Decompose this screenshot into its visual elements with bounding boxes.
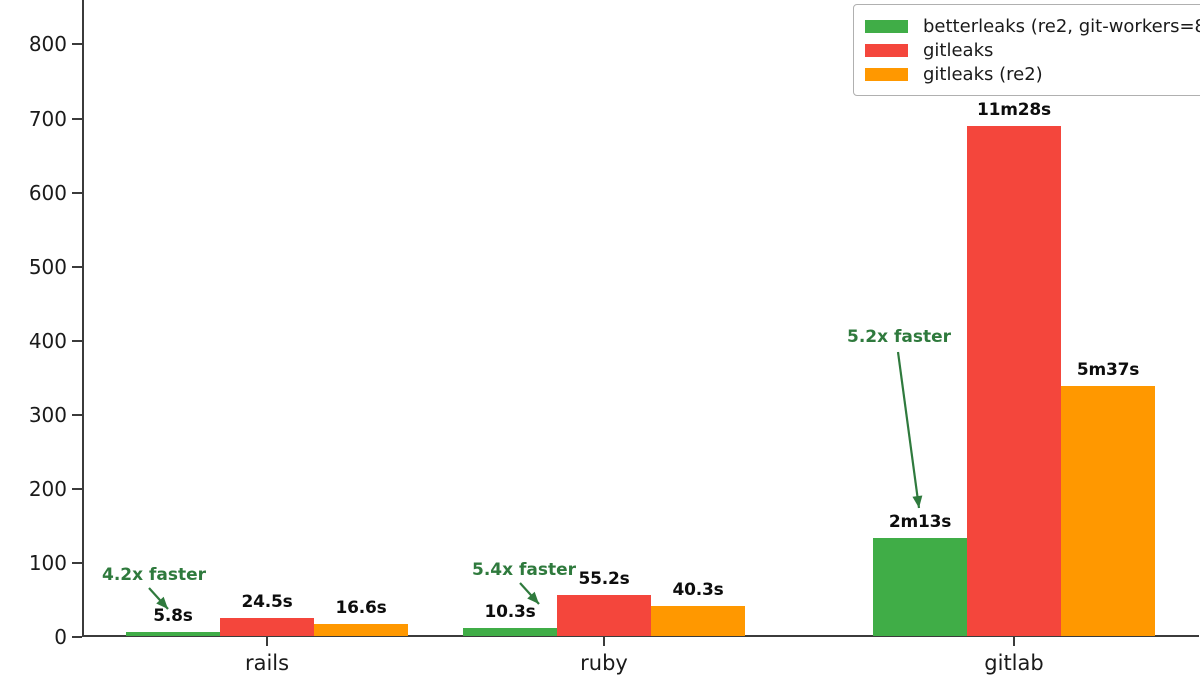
- legend-label: gitleaks: [923, 39, 994, 61]
- y-tick-mark: [72, 265, 82, 268]
- y-tick-mark: [72, 191, 82, 194]
- bar-value-label: 16.6s: [335, 597, 387, 618]
- legend: betterleaks (re2, git-workers=8) gitleaks…: [853, 4, 1200, 96]
- legend-item-2: gitleaks (re2): [865, 62, 1200, 86]
- y-tick-label: 100: [28, 550, 67, 575]
- x-axis-spine: [82, 635, 1199, 637]
- x-tick-label-ruby: ruby: [580, 651, 628, 675]
- x-tick-mark: [603, 637, 605, 646]
- bar-gitlab-series-2: [1061, 386, 1155, 636]
- bar-value-label: 10.3s: [484, 602, 536, 623]
- y-tick-label: 800: [28, 32, 67, 57]
- y-tick-mark: [72, 413, 82, 416]
- speedup-annotation-rails: 4.2x faster: [102, 565, 207, 585]
- speedup-annotation-gitlab: 5.2x faster: [847, 327, 952, 347]
- plot-area: 0 100 200 300 400 500 600 700 800 rails ruby gitla…: [29, 0, 1199, 675]
- legend-item-0: betterleaks (re2, git-workers=8): [865, 14, 1200, 38]
- x-tick-mark: [1013, 637, 1015, 646]
- y-tick-label: 600: [28, 180, 67, 205]
- bar-gitlab-series-0: [873, 537, 967, 636]
- y-tick-mark: [72, 339, 82, 342]
- bar-gitlab-series-1: [967, 126, 1061, 636]
- bar-rails-series-1: [220, 617, 314, 636]
- bar-rails-series-0: [126, 631, 220, 636]
- bar-value-label: 5m37s: [1076, 360, 1140, 381]
- legend-swatch-icon: [865, 19, 908, 33]
- y-tick-label: 300: [28, 402, 67, 427]
- bar-value-label: 11m28s: [977, 100, 1051, 121]
- bar-value-label: 2m13s: [888, 511, 952, 532]
- y-tick-label: 0: [54, 625, 67, 649]
- legend-label: gitleaks (re2): [923, 63, 1043, 85]
- y-tick-label: 700: [28, 106, 67, 131]
- legend-swatch-icon: [865, 43, 908, 57]
- annotation-arrow-shaft: [896, 351, 921, 509]
- y-tick-mark: [72, 117, 82, 120]
- bar-value-label: 24.5s: [241, 591, 293, 612]
- bar-rails-series-2: [314, 623, 408, 636]
- x-tick-label-rails: rails: [244, 651, 290, 675]
- y-tick-label: 400: [28, 328, 67, 353]
- y-tick-mark: [72, 43, 82, 46]
- y-tick-label: 200: [28, 476, 67, 501]
- y-tick-mark: [72, 636, 82, 638]
- bar-ruby-series-0: [463, 628, 557, 636]
- x-tick-mark: [266, 637, 268, 646]
- legend-swatch-icon: [865, 67, 908, 81]
- x-tick-label-gitlab: gitlab: [984, 651, 1044, 675]
- bar-value-label: 5.8s: [153, 605, 193, 626]
- speedup-annotation-ruby: 5.4x faster: [472, 560, 577, 580]
- annotation-arrow-head: [912, 495, 923, 508]
- bar-value-label: 55.2s: [578, 569, 630, 590]
- legend-label: betterleaks (re2, git-workers=8): [923, 15, 1200, 37]
- bar-value-label: 40.3s: [672, 580, 724, 601]
- y-tick-mark: [72, 487, 82, 490]
- y-tick-mark: [72, 561, 82, 564]
- y-axis-spine: [82, 0, 84, 637]
- y-tick-label: 500: [28, 254, 67, 279]
- bar-ruby-series-1: [557, 595, 651, 636]
- bar-ruby-series-2: [651, 606, 745, 636]
- legend-item-1: gitleaks: [865, 38, 1200, 62]
